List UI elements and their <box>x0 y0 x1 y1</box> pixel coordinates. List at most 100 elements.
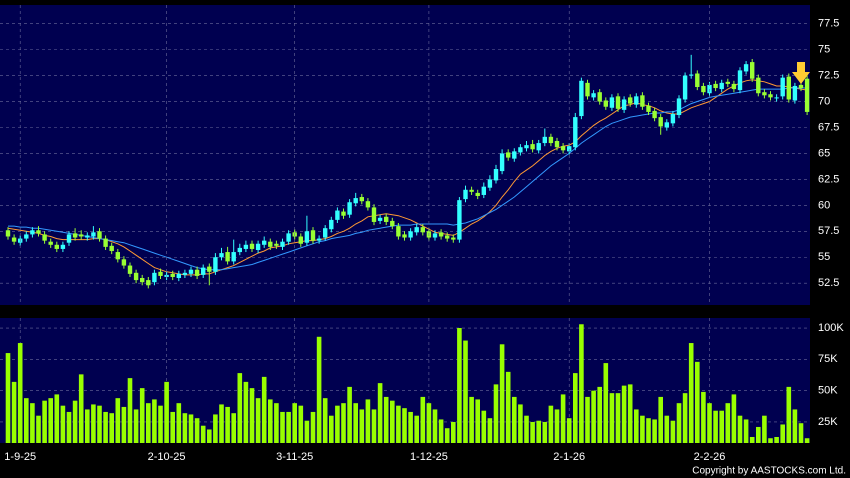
candle-body <box>207 266 212 272</box>
candle-body <box>72 233 78 238</box>
volume-bar <box>682 393 688 443</box>
candle-body <box>512 151 517 159</box>
volume-bar <box>225 406 230 443</box>
candle-body <box>786 76 791 100</box>
candle-body <box>750 62 755 79</box>
volume-bar <box>609 393 615 443</box>
volume-bar <box>524 415 529 443</box>
volume-bar <box>85 409 90 443</box>
moving-average <box>8 87 808 271</box>
volume-bar <box>249 388 255 443</box>
candle-body <box>323 228 328 238</box>
candle-body <box>768 94 773 98</box>
y-tick-label: 72.5 <box>818 69 839 81</box>
candle-body <box>774 97 779 99</box>
volume-bar <box>390 400 395 443</box>
candle-body <box>756 77 761 94</box>
volume-bar <box>115 398 121 443</box>
volume-bar <box>768 438 773 443</box>
candle-body <box>609 97 615 108</box>
volume-bar <box>591 390 596 443</box>
candle-body <box>365 201 371 208</box>
volume-bar <box>621 385 627 443</box>
candle-body <box>597 92 602 102</box>
candle-body <box>530 144 535 150</box>
volume-bar <box>24 398 29 443</box>
candle-body <box>115 252 120 260</box>
volume-bar <box>219 404 224 443</box>
volume-bar <box>731 394 737 443</box>
x-tick-label: 2-10-25 <box>148 451 186 463</box>
volume-bar <box>475 399 480 443</box>
candle-body <box>390 220 395 227</box>
candle-body <box>219 253 224 258</box>
volume-bar <box>780 424 785 443</box>
candle-body <box>725 81 730 84</box>
volume-bar <box>469 396 474 443</box>
volume-bar <box>548 405 554 443</box>
candle-body <box>255 243 261 250</box>
volume-bar <box>109 413 114 443</box>
candle-body <box>280 241 285 247</box>
candle-body <box>268 241 273 247</box>
volume-bar <box>164 381 169 443</box>
candle-body <box>146 280 151 286</box>
volume-bar <box>749 436 755 443</box>
volume-bar <box>280 411 285 443</box>
volume-bar <box>78 374 84 443</box>
candle-body <box>298 236 303 244</box>
volume-bar <box>200 425 206 443</box>
volume-bar <box>268 399 273 443</box>
candle-body <box>438 232 444 237</box>
volume-bar <box>127 378 133 443</box>
candle-body <box>731 83 737 90</box>
candle-body <box>188 269 194 274</box>
candle-body <box>670 113 676 124</box>
volume-bar <box>329 415 334 443</box>
volume-bar <box>188 414 194 443</box>
volume-bar <box>530 421 535 443</box>
candle-body <box>408 231 413 238</box>
y-tick-label: 70 <box>818 95 830 107</box>
candle-body <box>384 216 389 222</box>
volume-bar <box>91 404 96 443</box>
candle-body <box>457 200 462 240</box>
candle-body <box>152 272 157 283</box>
candle-body <box>30 230 35 235</box>
volume-bar <box>408 411 413 443</box>
volume-bar <box>5 353 11 443</box>
volume-bar <box>579 324 584 443</box>
volume-bar <box>298 405 304 443</box>
volume-bar <box>585 396 590 443</box>
volume-bar <box>292 403 297 443</box>
candle-body <box>243 244 249 249</box>
volume-bar <box>701 391 706 443</box>
y-tick-label: 100K <box>818 322 844 334</box>
x-tick-label: 1-9-25 <box>4 451 36 463</box>
volume-bar <box>42 400 47 443</box>
volume-bar <box>615 393 621 443</box>
candle-body <box>249 243 255 249</box>
y-tick-label: 60 <box>818 199 830 211</box>
candle-body <box>664 122 669 128</box>
volume-bar <box>133 409 139 443</box>
volume-bar <box>792 409 798 443</box>
candle-body <box>286 233 291 242</box>
volume-bar <box>444 428 450 443</box>
volume-bar <box>512 396 517 443</box>
candle-body <box>585 82 590 97</box>
volume-bar <box>237 373 243 443</box>
candle-body <box>335 210 340 220</box>
volume-bar <box>725 403 731 443</box>
x-tick-label: 3-11-25 <box>276 451 313 463</box>
volume-bar <box>158 405 163 443</box>
candle-body <box>493 169 499 181</box>
price-panel <box>0 5 810 305</box>
y-tick-label: 67.5 <box>818 121 839 133</box>
volume-bar <box>371 409 377 443</box>
volume-bar <box>66 411 72 443</box>
candle-body <box>36 230 41 234</box>
candle-body <box>60 244 66 249</box>
plot-layer: 52.5 55 57.5 60 62.5 65 67.5 70 72.5 75 77.5 25K 50K… <box>0 5 844 463</box>
volume-bar <box>60 405 66 443</box>
